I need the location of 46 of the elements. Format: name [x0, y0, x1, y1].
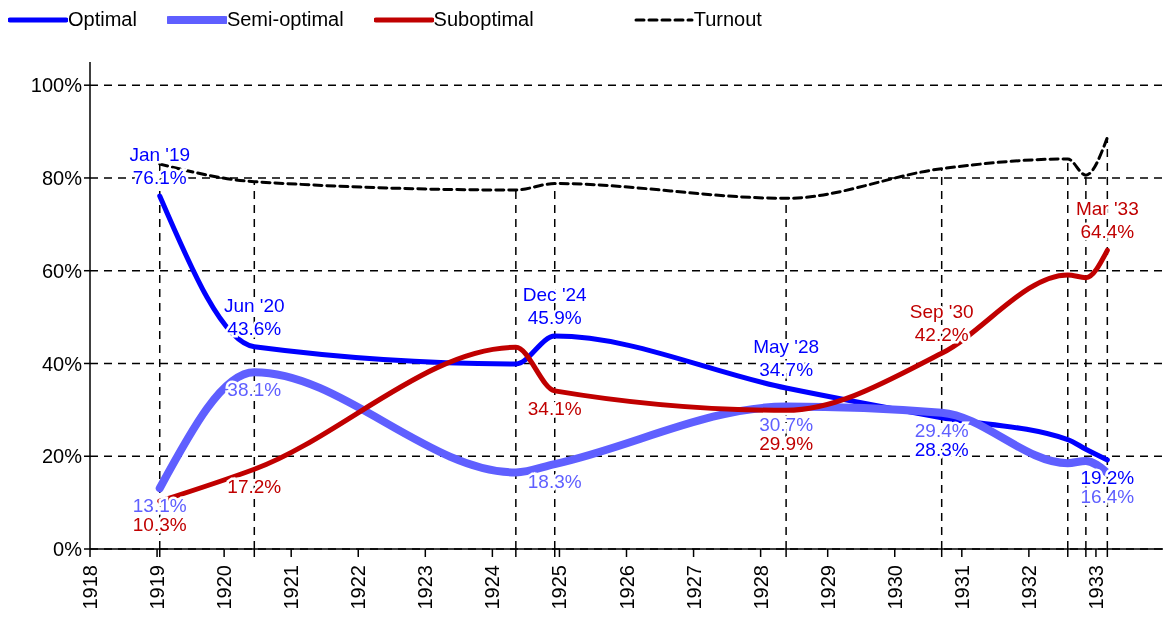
legend-label: Turnout	[693, 8, 762, 31]
annotation: Mar '33	[1075, 198, 1139, 220]
y-tick-label: 20%	[41, 445, 83, 468]
y-tick-label: 60%	[41, 259, 83, 282]
x-tick-label: 1926	[615, 565, 638, 610]
data-label: 16.4%	[1080, 485, 1135, 507]
x-tick-label: 1932	[1017, 565, 1040, 610]
annotation: Sep '30	[909, 301, 974, 323]
x-tick-label: 1922	[347, 565, 370, 610]
annotation: May '28	[753, 336, 820, 358]
data-label: 64.4%	[1080, 221, 1135, 243]
data-label: 10.3%	[132, 514, 187, 536]
annotation: Dec '24	[522, 284, 588, 306]
legend-label: Optimal	[68, 8, 137, 31]
y-tick-label: 80%	[41, 167, 83, 190]
x-tick-label: 1924	[481, 565, 504, 610]
x-tick-label: 1933	[1084, 565, 1107, 610]
data-label: 34.1%	[527, 397, 582, 419]
x-tick-label: 1925	[548, 565, 571, 610]
y-tick-label: 0%	[53, 538, 83, 561]
data-label: 17.2%	[227, 476, 282, 498]
x-tick-label: 1930	[883, 565, 906, 610]
x-tick-label: 1927	[682, 565, 705, 610]
y-tick-label: 100%	[30, 74, 83, 97]
legend-label: Suboptimal	[433, 8, 534, 31]
x-tick-label: 1919	[146, 565, 169, 610]
x-tick-label: 1929	[816, 565, 839, 610]
data-label: 29.9%	[759, 432, 814, 454]
data-label: 34.7%	[759, 359, 814, 381]
data-label: 18.3%	[527, 471, 582, 493]
y-tick-label: 40%	[41, 352, 83, 375]
annotation: Jan '19	[129, 144, 191, 166]
x-tick-label: 1920	[213, 565, 236, 610]
x-tick-label: 1923	[414, 565, 437, 610]
x-tick-label: 1928	[749, 565, 772, 610]
data-label: 28.3%	[914, 438, 969, 460]
x-tick-label: 1921	[280, 565, 303, 610]
x-tick-label: 1918	[79, 565, 101, 610]
legend-label: Semi-optimal	[226, 8, 344, 31]
data-label: 13.1%	[132, 495, 187, 517]
annotation: Jun '20	[223, 294, 285, 316]
data-label: 45.9%	[527, 307, 582, 329]
x-tick-label: 1931	[950, 565, 973, 610]
data-label: 30.7%	[759, 413, 814, 435]
data-label: 19.2%	[1080, 466, 1135, 488]
data-label: 29.4%	[914, 419, 969, 441]
